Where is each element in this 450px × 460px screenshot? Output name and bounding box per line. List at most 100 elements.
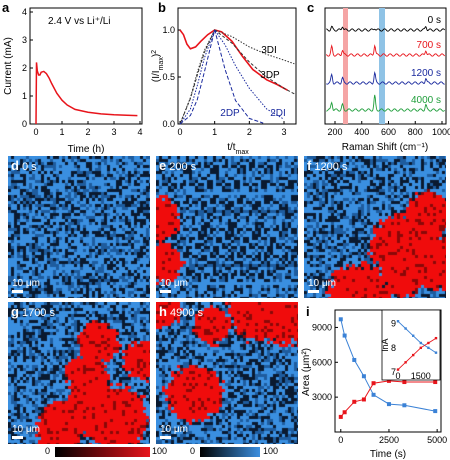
data-point: [402, 403, 407, 408]
x-tick-label: 2: [85, 127, 90, 137]
colorbar-blue: [200, 447, 260, 457]
spectrum-line: [326, 94, 445, 112]
colorbar-blue-min: 0: [190, 446, 196, 456]
y-axis-label: Current (mA): [3, 37, 14, 95]
y-tick-label: 1.0: [162, 25, 175, 35]
series-line: [340, 380, 436, 418]
inset-point: [427, 346, 430, 350]
potential-annotation: 2.4 V vs Li⁺/Li: [48, 16, 111, 27]
x-axis-label-b: t/tmax: [227, 142, 249, 156]
data-point: [361, 397, 366, 402]
map-e: e 200 s 10 μm: [156, 156, 298, 298]
spectrum-label: 700 s: [417, 40, 441, 51]
inset-point: [427, 341, 430, 345]
inset-point: [404, 327, 407, 330]
label-2dp: 2DP: [220, 108, 240, 119]
colorbar-red-max: 100: [152, 446, 168, 456]
curve-3dp: [179, 29, 295, 125]
colorbar-red: [55, 447, 150, 457]
x-tick-label: 0: [33, 127, 38, 137]
inset-point: [396, 368, 400, 371]
x-axis-label-i: Time (s): [370, 449, 406, 460]
x-tick-label: 1: [59, 127, 64, 137]
inset-point: [419, 341, 422, 345]
curve-2dp: [179, 29, 264, 125]
spectrum-line: [325, 44, 445, 57]
series-line: [340, 319, 436, 412]
map-g: g 1700 s 10 μm: [8, 302, 150, 444]
data-point: [386, 378, 391, 383]
spectrum-label: 4000 s: [411, 95, 441, 106]
scale-bar: 10 μm: [308, 278, 336, 293]
y-axis-label-b: (I/Imax)2: [151, 50, 165, 82]
y-tick-label: 4: [22, 7, 27, 17]
inset-y-tick: 9: [391, 319, 396, 329]
colorbar-blue-max: 100: [263, 446, 279, 456]
inset-point: [419, 346, 422, 350]
panel-c-frame: [324, 7, 447, 125]
inset-point: [404, 361, 407, 364]
data-point: [371, 381, 376, 386]
inset-x-tick: 0: [395, 371, 400, 381]
inset-point: [412, 334, 415, 337]
spectrum-line: [326, 25, 446, 32]
panel-c-chart: 200 400 600 800 1000 0 s 700 s 1200 s 4000 s Ra…: [324, 7, 450, 153]
y-tick-label: 0.5: [162, 72, 175, 82]
inset-point: [396, 320, 400, 323]
scale-bar: 10 μm: [160, 278, 188, 293]
label-3di: 3DI: [261, 45, 277, 56]
x-tick-label: 2500: [379, 435, 399, 445]
inset-frame: [381, 309, 441, 381]
highlight-band-red: [343, 8, 348, 124]
label-3dp: 3DP: [260, 70, 280, 81]
data-point: [402, 380, 407, 385]
data-point: [338, 317, 343, 322]
panel-label-a: a: [2, 0, 10, 15]
y-tick-label: 9000: [312, 322, 332, 332]
spectrum-label: 1200 s: [411, 68, 441, 79]
map-label: e 200 s: [159, 158, 197, 173]
data-point: [433, 409, 438, 414]
data-point: [342, 410, 347, 415]
y-tick-label: 1: [22, 91, 27, 101]
panel-b-frame: [177, 7, 297, 125]
inset-line: [397, 337, 437, 370]
y-tick-label: 0.0: [162, 119, 175, 129]
x-tick-label: 2: [247, 127, 252, 137]
x-tick-label: 600: [381, 127, 396, 137]
panel-i-chart: 0 2500 5000 3000 6000 9000 7 8 9 0 1500 lnA Time (…: [301, 309, 447, 460]
x-tick-label: 200: [327, 127, 342, 137]
x-tick-label: 400: [354, 127, 369, 137]
x-tick-label: 3: [111, 127, 116, 137]
colorbar-red-min: 0: [45, 446, 51, 456]
inset-point: [412, 353, 415, 357]
inset-point: [434, 336, 438, 340]
x-tick-label: 1000: [432, 127, 450, 137]
inset-y-label: lnA: [380, 338, 390, 351]
label-2di: 2DI: [270, 108, 286, 119]
panel-b-chart: 0 1 2 3 0.0 0.5 1.0 3DI 3DP 2DP 2DI t/tmax (I/…: [151, 7, 297, 156]
x-tick-label: 800: [408, 127, 423, 137]
data-point: [338, 414, 343, 419]
y-tick-label: 2: [22, 63, 27, 73]
panel-label-b: b: [158, 0, 166, 15]
inset-line: [397, 320, 437, 354]
data-point: [342, 333, 347, 338]
panel-label-c: c: [307, 0, 315, 15]
panel-a-frame: [29, 7, 143, 125]
data-point: [386, 402, 391, 407]
panel-label-i: i: [306, 304, 310, 319]
x-tick-label: 3: [281, 127, 286, 137]
map-f: f 1200 s 10 μm: [304, 156, 446, 298]
curve-2di: [179, 28, 285, 125]
data-point: [352, 399, 357, 404]
data-point: [371, 392, 376, 397]
x-axis-label: Time (h): [68, 144, 105, 155]
map-h: h 4900 s 10 μm: [156, 302, 298, 444]
x-tick-label: 0: [177, 127, 182, 137]
inset-y-tick: 7: [391, 367, 396, 377]
spectrum-line: [326, 70, 445, 85]
scale-bar: 10 μm: [12, 424, 40, 439]
